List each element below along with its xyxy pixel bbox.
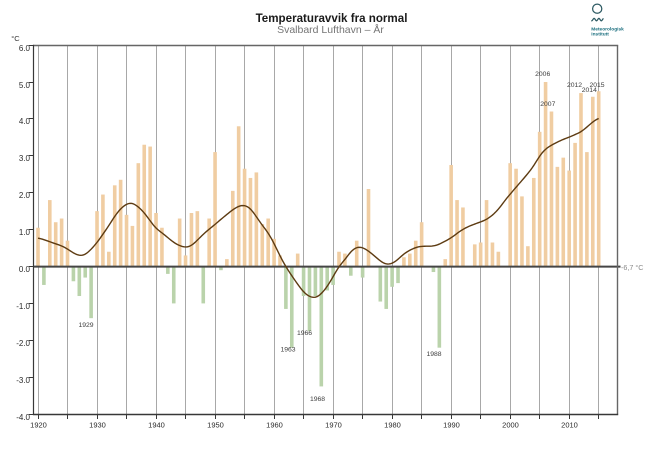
- svg-text:6.0: 6.0: [19, 44, 31, 53]
- svg-text:-2.0: -2.0: [16, 339, 30, 348]
- svg-text:3.0: 3.0: [19, 154, 31, 163]
- svg-text:1988: 1988: [426, 351, 441, 358]
- svg-text:-4.0: -4.0: [16, 413, 30, 422]
- svg-text:0.0: 0.0: [19, 265, 31, 274]
- svg-text:2012: 2012: [567, 82, 582, 89]
- svg-text:2000: 2000: [502, 421, 519, 430]
- svg-text:-1.0: -1.0: [16, 302, 30, 311]
- svg-text:2.0: 2.0: [19, 191, 31, 200]
- svg-text:2006: 2006: [535, 71, 550, 78]
- svg-text:1.0: 1.0: [19, 228, 31, 237]
- svg-text:°C: °C: [11, 34, 20, 43]
- svg-text:2010: 2010: [561, 421, 578, 430]
- svg-text:4.0: 4.0: [19, 117, 31, 126]
- svg-text:Meteorologisk: Meteorologisk: [591, 27, 624, 33]
- svg-text:1950: 1950: [207, 421, 224, 430]
- svg-text:1970: 1970: [325, 421, 342, 430]
- svg-text:5.0: 5.0: [19, 81, 31, 90]
- svg-text:1929: 1929: [78, 322, 93, 329]
- svg-text:1920: 1920: [30, 421, 47, 430]
- svg-text:1930: 1930: [89, 421, 106, 430]
- svg-text:Svalbard Lufthavn – År: Svalbard Lufthavn – År: [277, 23, 384, 36]
- svg-text:1990: 1990: [443, 421, 460, 430]
- svg-text:2015: 2015: [589, 82, 604, 89]
- svg-text:-6,7 °C: -6,7 °C: [621, 263, 643, 272]
- svg-text:-3.0: -3.0: [16, 376, 30, 385]
- svg-text:1963: 1963: [280, 347, 295, 354]
- svg-text:2007: 2007: [540, 101, 555, 108]
- svg-text:institutt: institutt: [591, 31, 609, 37]
- svg-text:Temperaturavvik fra normal: Temperaturavvik fra normal: [256, 12, 408, 25]
- svg-text:1966: 1966: [297, 330, 312, 337]
- svg-text:2014: 2014: [582, 87, 597, 94]
- svg-text:1960: 1960: [266, 421, 283, 430]
- svg-text:1980: 1980: [384, 421, 401, 430]
- svg-text:1940: 1940: [148, 421, 165, 430]
- svg-text:1968: 1968: [310, 396, 325, 403]
